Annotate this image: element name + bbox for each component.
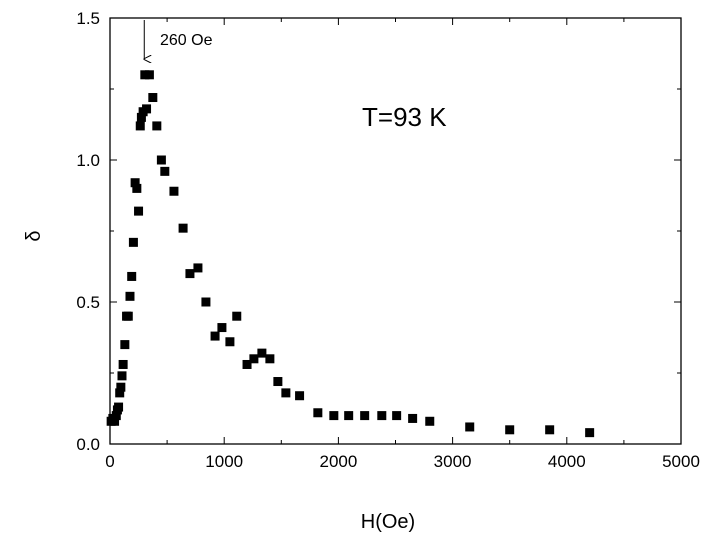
data-point (377, 411, 387, 421)
data-point (265, 354, 275, 364)
data-point (178, 223, 188, 233)
y-tick-label: 1.5 (76, 9, 100, 28)
x-tick-labels: 0 1000 2000 3000 4000 5000 (105, 452, 700, 471)
data-point (117, 371, 127, 381)
data-point (123, 311, 133, 321)
plot-border (109, 17, 682, 445)
data-point (344, 411, 354, 421)
peak-field-annotation: 260 Oe (160, 32, 213, 49)
data-point (135, 121, 145, 131)
data-point (232, 311, 242, 321)
y-tick-label: 0.0 (76, 435, 100, 454)
data-point (185, 269, 195, 279)
data-point (152, 121, 162, 131)
data-point (118, 359, 128, 369)
data-point (160, 166, 170, 176)
data-point (585, 428, 595, 438)
data-point (210, 331, 220, 341)
y-tick-label: 1.0 (76, 151, 100, 170)
data-point (114, 402, 124, 412)
data-point (249, 354, 259, 364)
data-point (128, 237, 138, 247)
data-point (313, 408, 323, 418)
x-tick-label: 0 (105, 452, 114, 471)
data-point (242, 359, 252, 369)
data-point (111, 411, 121, 421)
x-tick-label: 2000 (319, 452, 357, 471)
data-point (156, 155, 166, 165)
temperature-annotation: T=93 K (362, 102, 447, 132)
data-point (295, 391, 305, 401)
x-tick-label: 4000 (548, 452, 586, 471)
data-point (120, 340, 130, 350)
data-point (505, 425, 515, 435)
data-point (273, 377, 283, 387)
data-point (217, 323, 227, 333)
y-tick-label: 0.5 (76, 293, 100, 312)
data-point (116, 382, 126, 392)
data-point (408, 413, 418, 423)
data-point (142, 104, 152, 114)
data-point (132, 183, 142, 193)
data-point (329, 411, 339, 421)
y-tick-labels: 0.0 0.5 1.0 1.5 (76, 9, 100, 454)
data-point (225, 337, 235, 347)
data-point (136, 112, 146, 122)
x-tick-label: 3000 (434, 452, 472, 471)
data-point (360, 411, 370, 421)
data-point (140, 70, 150, 80)
axis-ticks (109, 17, 682, 445)
plot-frame (109, 17, 682, 445)
x-axis-label: H(Oe) (361, 511, 415, 533)
x-tick-label: 1000 (205, 452, 243, 471)
data-point (201, 297, 211, 307)
data-point (115, 388, 125, 398)
data-point (127, 271, 137, 281)
data-point (130, 178, 140, 188)
data-point (169, 186, 179, 196)
data-point (110, 416, 120, 426)
data-point (148, 93, 158, 103)
data-point (144, 70, 154, 80)
data-point (281, 388, 291, 398)
data-point (134, 206, 144, 216)
data-point (425, 416, 435, 426)
data-point (257, 348, 267, 358)
x-tick-label: 5000 (662, 452, 700, 471)
data-point (193, 263, 203, 273)
data-point (545, 425, 555, 435)
data-point (465, 422, 475, 432)
data-point (392, 411, 402, 421)
y-axis-label: δ (23, 230, 45, 241)
data-points (106, 70, 595, 438)
data-point (125, 291, 135, 301)
